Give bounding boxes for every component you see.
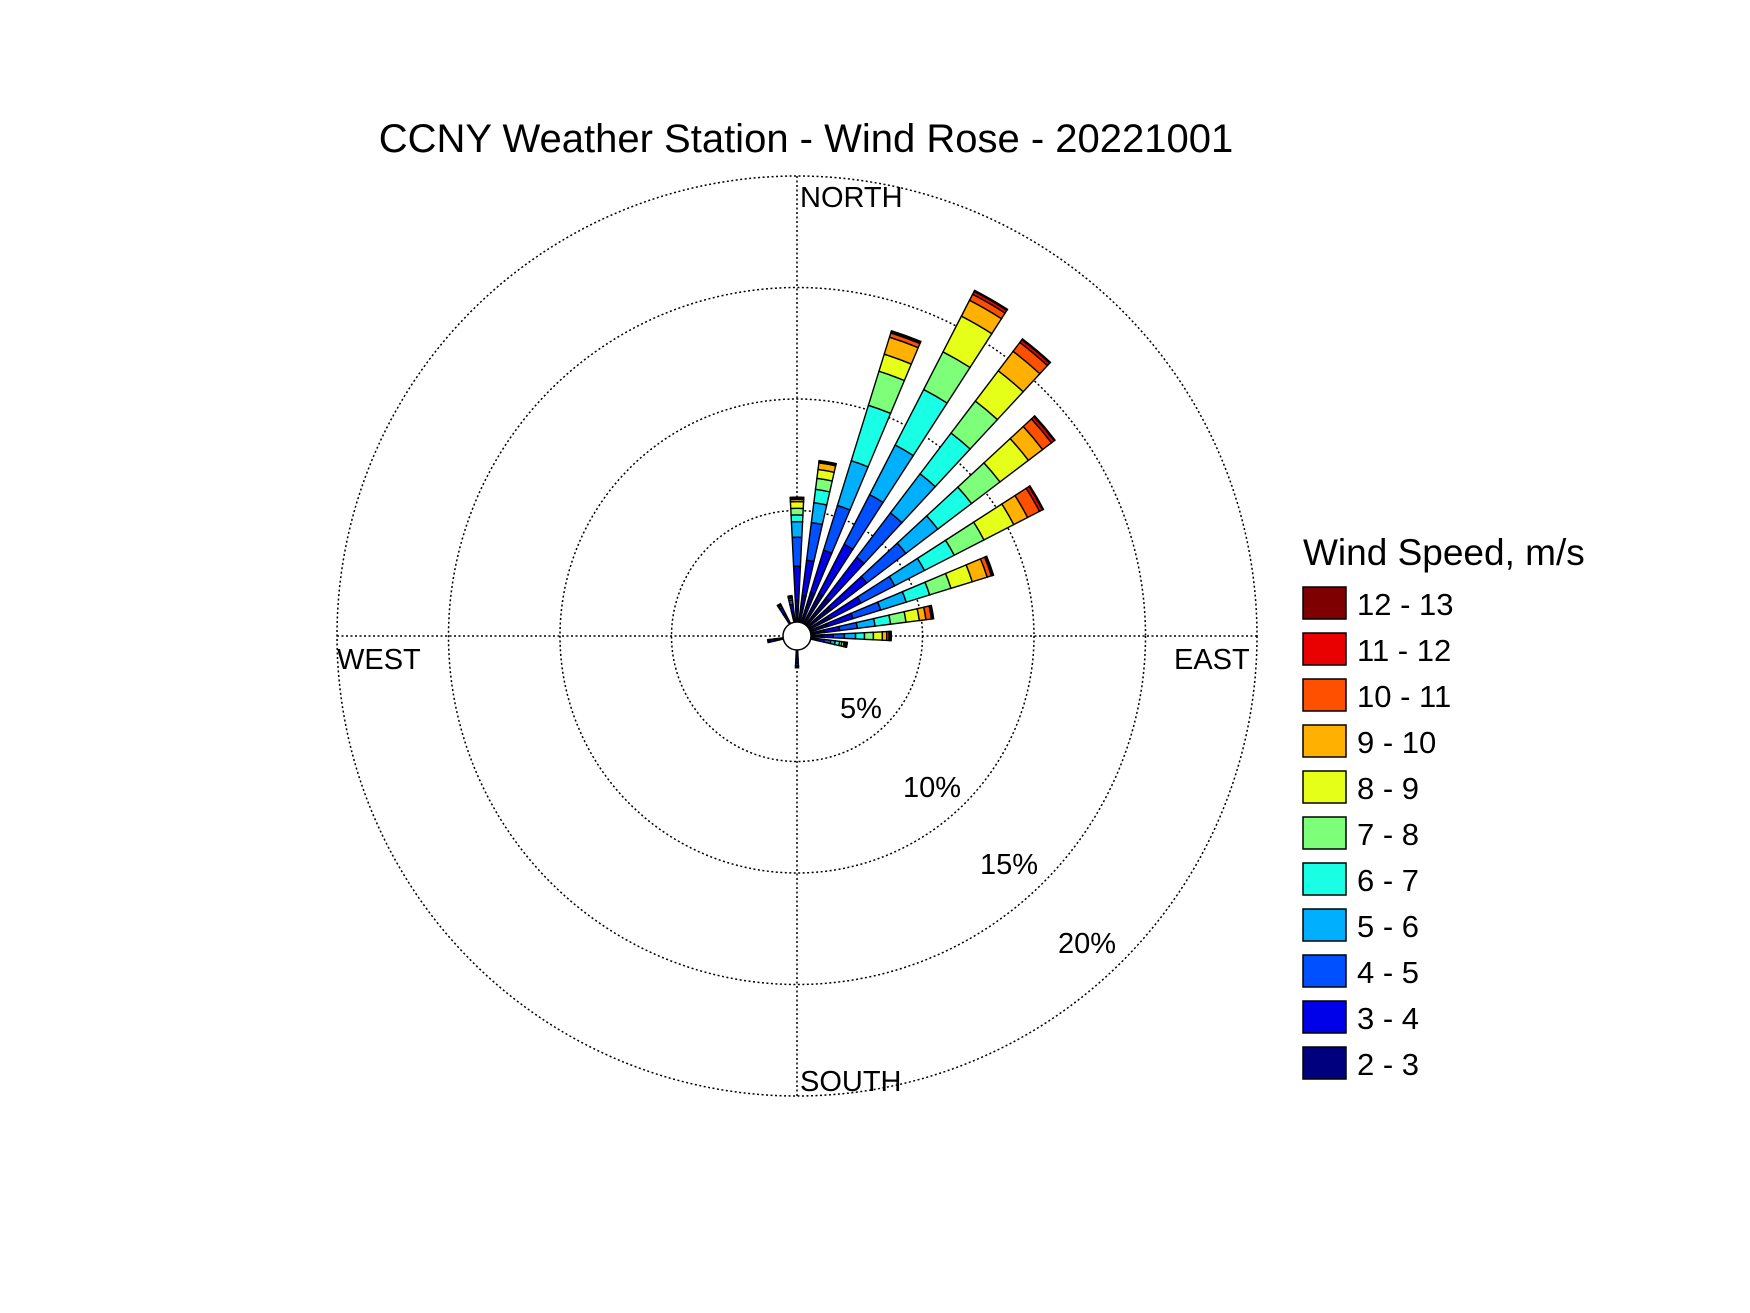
chart-title: CCNY Weather Station - Wind Rose - 20221… bbox=[379, 117, 1234, 161]
legend-label-2: 4 - 5 bbox=[1357, 955, 1419, 990]
ring-label-10: 10% bbox=[903, 772, 961, 804]
legend-label-10: 12 - 13 bbox=[1357, 587, 1454, 622]
ring-label-20: 20% bbox=[1058, 928, 1116, 960]
petal-180-bin-4 bbox=[794, 665, 800, 669]
petal-10-bin-10 bbox=[818, 459, 838, 466]
direction-label-east: EAST bbox=[1174, 644, 1250, 676]
petal-0-bin-1 bbox=[792, 565, 802, 601]
petal-90-bin-1 bbox=[821, 633, 835, 639]
petal-80-bin-4 bbox=[872, 614, 892, 627]
petal-330-bin-4 bbox=[776, 602, 782, 608]
legend-swatch-1 bbox=[1302, 1000, 1347, 1034]
legend-swatch-6 bbox=[1302, 770, 1347, 804]
direction-label-south: SOUTH bbox=[800, 1066, 902, 1098]
petal-70-bin-10 bbox=[984, 555, 995, 577]
petal-90-bin-0 bbox=[810, 634, 823, 638]
petal-260-bin-0 bbox=[773, 636, 785, 642]
ring-label-5: 5% bbox=[840, 693, 882, 725]
petal-350-bin-5 bbox=[787, 594, 793, 599]
legend-swatch-2 bbox=[1302, 954, 1347, 988]
petal-0-bin-5 bbox=[790, 507, 804, 516]
petal-10-bin-2 bbox=[805, 521, 824, 563]
petal-180-bin-0 bbox=[795, 649, 799, 660]
petal-0-bin-10 bbox=[789, 496, 805, 499]
legend-swatch-8 bbox=[1302, 678, 1347, 712]
legend-label-6: 8 - 9 bbox=[1357, 771, 1419, 806]
legend-swatch-5 bbox=[1302, 816, 1347, 850]
petal-10-bin-3 bbox=[810, 501, 828, 526]
direction-label-west: WEST bbox=[337, 644, 421, 676]
legend-swatch-7 bbox=[1302, 724, 1347, 758]
legend-swatch-9 bbox=[1302, 632, 1347, 666]
legend-label-3: 5 - 6 bbox=[1357, 909, 1419, 944]
petal-90-bin-6 bbox=[872, 631, 884, 641]
petal-50-bin-10 bbox=[1032, 414, 1057, 442]
petal-80-bin-2 bbox=[838, 621, 859, 632]
center-hole bbox=[782, 621, 812, 651]
petal-90-bin-3 bbox=[843, 632, 857, 640]
petal-60-bin-10 bbox=[1028, 484, 1045, 511]
petal-90-bin-5 bbox=[863, 631, 875, 641]
petal-0-bin-4 bbox=[790, 514, 804, 523]
legend-swatch-10 bbox=[1302, 586, 1347, 620]
petal-80-bin-5 bbox=[888, 610, 907, 625]
petal-90-bin-10 bbox=[889, 630, 892, 642]
petal-90-bin-2 bbox=[832, 632, 846, 640]
ring-label-15: 15% bbox=[980, 849, 1038, 881]
petal-40-bin-10 bbox=[1020, 337, 1052, 365]
legend: 12 - 13 11 - 12 10 - 11 9 - 10 8 - 9 7 - 8 6 -… bbox=[1302, 586, 1454, 1082]
legend-title: Wind Speed, m/s bbox=[1303, 532, 1585, 573]
legend-label-0: 2 - 3 bbox=[1357, 1047, 1419, 1082]
petal-100-bin-10 bbox=[845, 641, 849, 649]
grid-ring-10 bbox=[559, 398, 1035, 874]
legend-label-9: 11 - 12 bbox=[1357, 633, 1451, 668]
petal-0-bin-0 bbox=[794, 598, 800, 623]
legend-label-5: 7 - 8 bbox=[1357, 817, 1419, 852]
petal-0-bin-3 bbox=[790, 520, 804, 539]
petal-30-bin-10 bbox=[973, 289, 1009, 312]
petal-20-bin-3 bbox=[836, 459, 870, 511]
petal-0-bin-2 bbox=[791, 536, 803, 568]
legend-swatch-4 bbox=[1302, 862, 1347, 896]
legend-label-7: 9 - 10 bbox=[1357, 725, 1436, 760]
legend-swatch-0 bbox=[1302, 1046, 1347, 1080]
petal-70-bin-3 bbox=[876, 590, 908, 611]
grid-ring-15 bbox=[447, 286, 1147, 986]
petal-30-bin-4 bbox=[894, 388, 949, 457]
petal-260-bin-3 bbox=[766, 638, 771, 644]
petals bbox=[766, 289, 1057, 669]
petal-0-bin-6 bbox=[789, 500, 805, 510]
petal-330-bin-0 bbox=[782, 612, 792, 626]
petal-20-bin-4 bbox=[850, 404, 892, 468]
direction-label-north: NORTH bbox=[800, 182, 903, 214]
legend-swatch-3 bbox=[1302, 908, 1347, 942]
legend-label-8: 10 - 11 bbox=[1357, 679, 1451, 714]
petal-80-bin-3 bbox=[855, 617, 876, 630]
petal-350-bin-0 bbox=[790, 610, 797, 624]
petal-80-bin-10 bbox=[929, 604, 935, 620]
petal-90-bin-4 bbox=[854, 631, 866, 641]
legend-label-4: 6 - 7 bbox=[1357, 863, 1419, 898]
legend-label-1: 3 - 4 bbox=[1357, 1001, 1419, 1036]
petal-100-bin-0 bbox=[809, 636, 819, 642]
petal-20-bin-10 bbox=[890, 329, 922, 344]
